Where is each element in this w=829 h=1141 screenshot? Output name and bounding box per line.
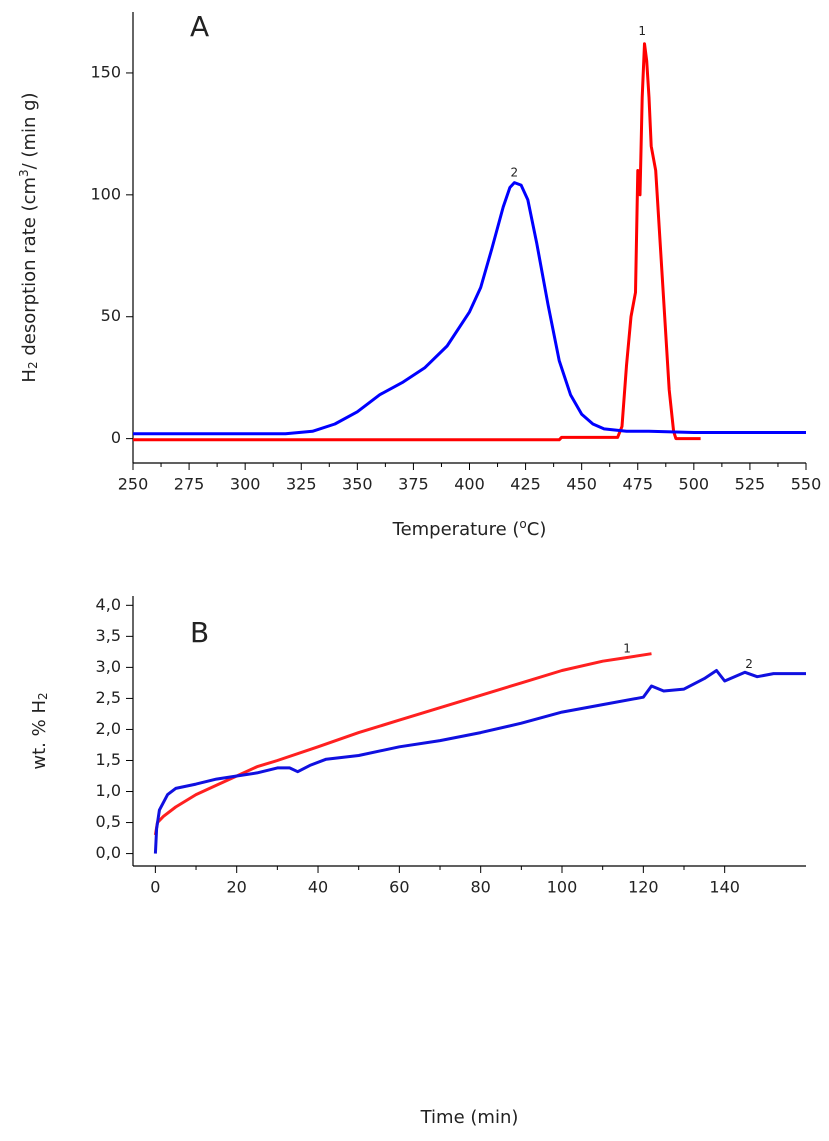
x-tick-label: 500	[679, 475, 710, 494]
data-line	[133, 42, 701, 442]
curve-label: 2	[745, 657, 753, 671]
axis-label-part: Time (min)	[420, 1107, 519, 1128]
y-tick-label: 50	[101, 306, 121, 325]
x-tick-label: 80	[471, 878, 491, 897]
y-tick-label: 3,0	[96, 657, 121, 676]
x-tick-label: 350	[342, 475, 373, 494]
curve-label: 2	[511, 165, 519, 179]
x-tick-label: 0	[150, 878, 160, 897]
axis-label-script: 2	[36, 692, 50, 700]
x-tick-label: 120	[628, 878, 659, 897]
data-line	[153, 669, 806, 854]
axis-label-part: desorption rate (cm	[19, 177, 40, 361]
x-tick-label: 40	[308, 878, 328, 897]
curve-label: 1	[623, 641, 631, 655]
axis-label-part: Temperature (	[392, 519, 520, 540]
y-tick-label: 150	[90, 62, 121, 81]
y-tick-label: 2,5	[96, 688, 121, 707]
data-line	[153, 652, 652, 836]
axis-label-script: o	[519, 517, 526, 531]
panel-label: A	[190, 10, 209, 43]
y-tick-label: 3,5	[96, 626, 121, 645]
x-tick-label: 425	[510, 475, 541, 494]
axis-label-part: wt. % H	[29, 700, 50, 770]
x-tick-label: 400	[454, 475, 485, 494]
x-tick-label: 375	[398, 475, 429, 494]
y-tick-label: 100	[90, 184, 121, 203]
data-line	[133, 181, 806, 436]
x-tick-label: 20	[227, 878, 247, 897]
axis-label: wt. % H2	[29, 692, 50, 769]
x-tick-label: 550	[791, 475, 822, 494]
y-tick-label: 4,0	[96, 595, 121, 614]
axis-label: Temperature (oC)	[392, 517, 547, 540]
x-tick-label: 250	[118, 475, 149, 494]
axis-label-part: C)	[527, 519, 547, 540]
curve-label: 1	[638, 24, 646, 38]
axis-label-part: / (min g)	[19, 92, 40, 169]
x-tick-label: 525	[735, 475, 766, 494]
axis-label-script: 3	[17, 169, 31, 177]
y-tick-label: 0,5	[96, 812, 121, 831]
x-tick-label: 300	[230, 475, 261, 494]
y-tick-label: 0	[111, 428, 121, 447]
x-tick-label: 100	[547, 878, 578, 897]
x-tick-label: 475	[622, 475, 653, 494]
axis-label-script: 2	[26, 361, 40, 369]
axis-label: H2 desorption rate (cm3/ (min g)	[17, 92, 40, 382]
axis-label: Time (min)	[420, 1107, 519, 1128]
x-tick-label: 450	[566, 475, 597, 494]
x-tick-label: 60	[389, 878, 409, 897]
y-tick-label: 2,0	[96, 719, 121, 738]
panel-label: B	[190, 616, 209, 649]
x-tick-label: 275	[174, 475, 205, 494]
x-tick-label: 325	[286, 475, 317, 494]
y-tick-label: 1,5	[96, 750, 121, 769]
y-tick-label: 0,0	[96, 843, 121, 862]
axis-label-part: H	[19, 369, 40, 383]
x-tick-label: 140	[709, 878, 740, 897]
y-tick-label: 1,0	[96, 781, 121, 800]
